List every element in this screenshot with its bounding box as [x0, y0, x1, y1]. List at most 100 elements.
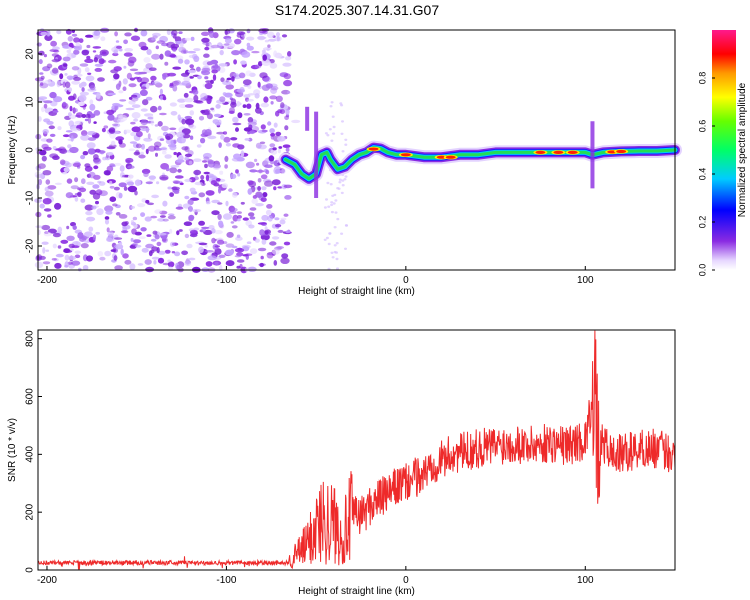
noise-dot: [118, 182, 127, 188]
noise-dot: [62, 56, 71, 62]
noise-dot: [87, 148, 96, 155]
noise-dot: [224, 155, 229, 162]
noise-dot: [196, 66, 201, 72]
noise-dot: [265, 83, 273, 89]
noise-dot: [80, 134, 90, 141]
noise-dot: [131, 228, 137, 235]
noise-dot: [94, 67, 103, 72]
noise-dot: [73, 49, 80, 55]
noise-dot: [184, 195, 190, 200]
noise-dot: [204, 82, 213, 90]
noise-dot: [280, 102, 285, 109]
noise-dot: [246, 241, 252, 244]
noise-dot: [155, 45, 159, 50]
noise-dot: [188, 124, 197, 130]
snr-series-line: [37, 330, 676, 570]
noise-dot: [77, 191, 82, 197]
noise-dot: [277, 186, 283, 189]
noise-dot: [132, 216, 138, 221]
noise-dot: [68, 77, 72, 81]
noise-dot: [173, 151, 177, 156]
noise-dot: [336, 267, 339, 270]
noise-dot: [282, 144, 291, 148]
noise-dot: [146, 49, 152, 55]
noise-dot: [261, 59, 271, 66]
noise-dot: [145, 82, 150, 90]
noise-dot: [172, 66, 182, 70]
noise-dot: [334, 199, 338, 202]
hotspot-red: [535, 150, 546, 154]
y-tick-label: 400: [25, 446, 36, 463]
noise-dot: [189, 76, 194, 79]
noise-dot: [269, 241, 277, 246]
noise-dot: [203, 171, 210, 175]
noise-dot: [73, 37, 80, 43]
noise-dot: [236, 88, 245, 93]
noise-dot: [62, 101, 67, 107]
noise-dot: [141, 247, 149, 253]
noise-dot: [93, 154, 99, 160]
noise-dot: [181, 136, 186, 144]
noise-dot: [113, 255, 118, 261]
noise-dot: [344, 175, 348, 178]
noise-dot: [177, 58, 184, 64]
noise-dot: [42, 170, 52, 176]
noise-dot: [159, 138, 165, 141]
noise-dot: [264, 39, 269, 43]
noise-dot: [224, 43, 230, 46]
noise-dot: [130, 121, 136, 125]
noise-dot: [184, 97, 194, 103]
snr-y-ticks: 0 200 400 600 800: [25, 330, 42, 573]
noise-dot: [92, 31, 98, 36]
noise-dot: [89, 99, 94, 105]
noise-dot: [210, 59, 219, 65]
noise-dot: [283, 241, 291, 246]
noise-dot: [70, 135, 74, 142]
noise-dot: [106, 146, 116, 150]
noise-dot: [37, 116, 42, 122]
noise-dot: [143, 172, 149, 178]
noise-dot: [121, 221, 128, 227]
noise-dot: [84, 231, 93, 237]
noise-dot: [203, 156, 210, 161]
noise-dot: [162, 151, 167, 155]
noise-dot: [330, 210, 334, 214]
noise-dot: [103, 125, 109, 129]
noise-dot: [184, 178, 193, 183]
noise-dot: [87, 117, 92, 124]
noise-dot: [42, 129, 49, 134]
noise-dot: [204, 46, 210, 51]
noise-dot: [181, 118, 186, 125]
noise-dot: [210, 44, 220, 49]
noise-dot: [71, 33, 78, 37]
noise-dot: [59, 159, 66, 165]
noise-dot: [47, 185, 57, 190]
noise-dot: [214, 230, 223, 235]
noise-dot: [147, 133, 151, 139]
noise-dot: [60, 239, 69, 244]
noise-dot: [325, 236, 329, 240]
noise-dot: [140, 30, 148, 37]
noise-dot: [243, 113, 251, 116]
noise-dot: [153, 260, 157, 265]
noise-dot: [68, 42, 74, 48]
noise-dot: [208, 31, 215, 38]
noise-dot: [145, 199, 150, 204]
noise-dot: [107, 231, 114, 237]
noise-dot: [94, 148, 101, 153]
noise-dot: [118, 90, 124, 94]
noise-dot: [272, 147, 277, 151]
noise-dot: [326, 134, 330, 137]
noise-dot: [93, 165, 99, 170]
noise-dot: [123, 186, 128, 191]
noise-dot: [192, 89, 199, 95]
noise-dot: [150, 238, 157, 242]
noise-dot: [186, 50, 197, 54]
noise-dot: [92, 192, 101, 200]
noise-dot: [89, 85, 96, 91]
noise-dot: [157, 257, 165, 264]
noise-dot: [113, 66, 122, 72]
noise-dot: [266, 48, 270, 51]
noise-dot: [62, 81, 66, 88]
